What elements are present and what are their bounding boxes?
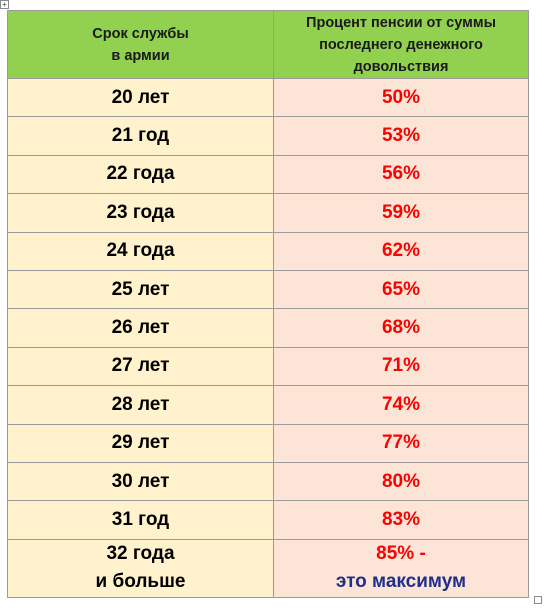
table-row: 20 лет 50%	[7, 77, 529, 118]
table-move-handle-icon[interactable]: +	[0, 0, 9, 9]
years-cell: 31 год	[7, 500, 274, 540]
table-row: 31 год 83%	[7, 500, 529, 540]
header-pension-percent: Процент пенсии от суммы последнего денеж…	[273, 10, 529, 79]
years-cell: 22 года	[7, 154, 274, 195]
percent-cell: 68%	[273, 308, 529, 348]
header-row: Срок службы в армии Процент пенсии от су…	[7, 10, 529, 79]
table-row: 29 лет 77%	[7, 423, 529, 463]
table-row: 28 лет 74%	[7, 385, 529, 425]
years-cell: 29 лет	[7, 423, 274, 463]
percent-cell: 83%	[273, 500, 529, 540]
percent-cell: 71%	[273, 346, 529, 387]
percent-cell: 50%	[273, 77, 529, 118]
years-last-line1: 32 года	[106, 543, 175, 565]
percent-cell: 53%	[273, 116, 529, 156]
years-cell: 26 лет	[7, 308, 274, 348]
header-pension-percent-line3: довольствия	[353, 58, 449, 75]
table-row: 25 лет 65%	[7, 269, 529, 310]
percent-cell: 65%	[273, 269, 529, 310]
years-cell: 20 лет	[7, 77, 274, 118]
header-service-years: Срок службы в армии	[7, 10, 274, 79]
table-row: 30 лет 80%	[7, 461, 529, 502]
percent-last-line1: 85% -	[376, 543, 426, 565]
header-service-years-line2: в армии	[111, 47, 170, 64]
table-row: 24 года 62%	[7, 231, 529, 271]
years-cell: 28 лет	[7, 385, 274, 425]
table-row-last: 32 года и больше 85% - это максимум	[7, 538, 529, 598]
years-cell: 24 года	[7, 231, 274, 271]
percent-cell-last: 85% - это максимум	[273, 538, 529, 598]
maximum-note: это максимум	[335, 571, 467, 593]
percent-cell: 62%	[273, 231, 529, 271]
table-row: 22 года 56%	[7, 154, 529, 195]
table-row: 21 год 53%	[7, 116, 529, 156]
years-cell: 25 лет	[7, 269, 274, 310]
percent-cell: 56%	[273, 154, 529, 195]
years-cell: 30 лет	[7, 461, 274, 502]
table-resize-handle-icon[interactable]	[534, 596, 542, 604]
years-cell: 21 год	[7, 116, 274, 156]
percent-cell: 74%	[273, 385, 529, 425]
header-service-years-line1: Срок службы	[92, 25, 189, 42]
percent-cell: 59%	[273, 193, 529, 233]
years-last-line2: и больше	[95, 571, 186, 593]
header-pension-percent-line1: Процент пенсии от суммы	[306, 14, 496, 31]
years-cell: 23 года	[7, 193, 274, 233]
years-cell: 27 лет	[7, 346, 274, 387]
pension-table: Срок службы в армии Процент пенсии от су…	[7, 10, 529, 598]
percent-cell: 80%	[273, 461, 529, 502]
table-row: 23 года 59%	[7, 193, 529, 233]
years-cell-last: 32 года и больше	[7, 538, 274, 598]
percent-cell: 77%	[273, 423, 529, 463]
header-pension-percent-line2: последнего денежного	[319, 36, 483, 53]
table-row: 26 лет 68%	[7, 308, 529, 348]
table-row: 27 лет 71%	[7, 346, 529, 387]
